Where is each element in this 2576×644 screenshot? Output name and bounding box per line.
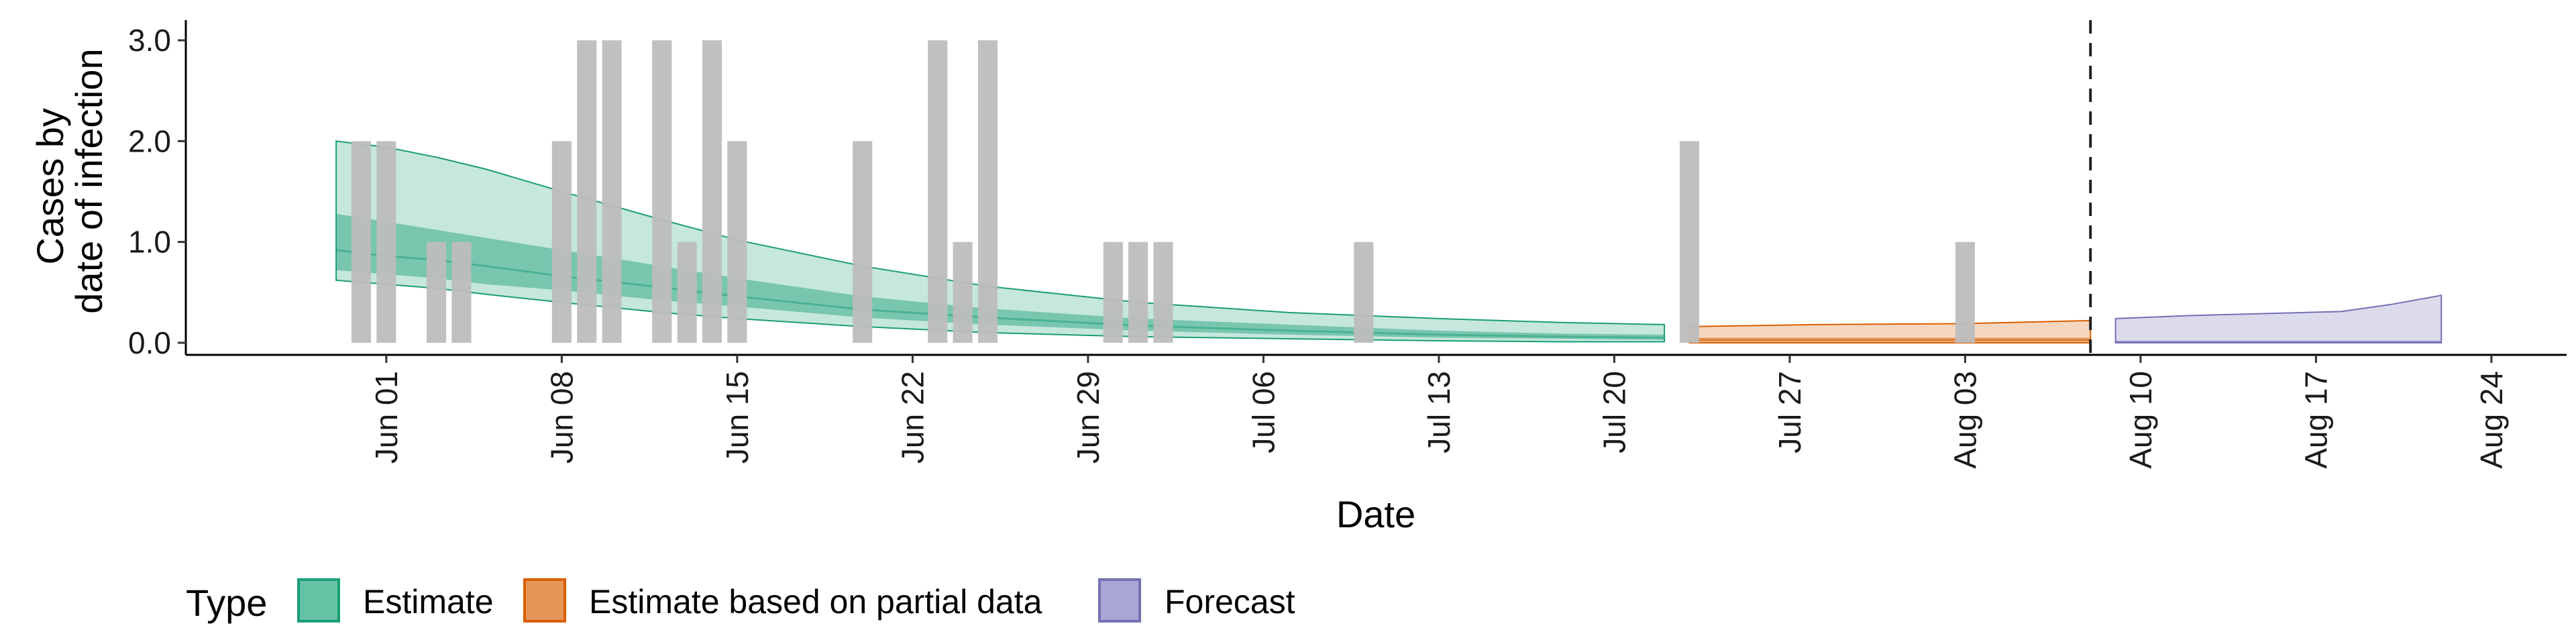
- reported-cases-bar: [853, 141, 873, 343]
- reported-cases-bar: [1128, 241, 1148, 343]
- x-ticks: Jun 01 Jun 08 Jun 15 Jun 22 Jun 29 Jul 06 Jul …: [369, 355, 2509, 469]
- reported-cases-bar: [427, 241, 447, 343]
- legend-key-partial: [523, 578, 566, 623]
- x-tick-label: Jul 20: [1597, 371, 1631, 453]
- x-tick-label: Jun 08: [544, 371, 579, 464]
- reported-cases-bar: [551, 141, 572, 343]
- y-axis-title: Cases by date of infection: [29, 48, 110, 313]
- legend-label-forecast: Forecast: [1165, 583, 1295, 621]
- x-tick-label: Jul 06: [1246, 371, 1281, 453]
- y-tick-label: 0.0: [128, 325, 171, 360]
- reported-cases-bar: [928, 40, 948, 343]
- reported-cases-bar: [376, 141, 396, 343]
- reported-cases-bar: [577, 40, 597, 343]
- reported-cases-bar: [1354, 241, 1374, 343]
- x-tick-label: Jul 13: [1421, 371, 1456, 453]
- reported-cases-bar: [602, 40, 622, 343]
- reported-cases-bar: [727, 141, 747, 343]
- y-tick-label: 2.0: [128, 123, 171, 158]
- reported-cases-bar: [1955, 241, 1975, 343]
- series-forecast-90-interval: [2114, 294, 2443, 343]
- y-tick-label: 1.0: [128, 225, 171, 260]
- x-axis-title: Date: [1336, 493, 1415, 535]
- x-tick-label: Jun 01: [369, 371, 404, 464]
- x-tick-label: Aug 17: [2298, 371, 2333, 469]
- reported-cases-bar: [451, 241, 472, 343]
- legend-key-estimate: [297, 578, 340, 623]
- x-tick-label: Jul 27: [1772, 371, 1807, 453]
- reported-cases-bar: [1153, 241, 1173, 343]
- reported-cases-bar: [1679, 141, 1699, 343]
- series-estimate: [335, 140, 1666, 343]
- legend-label-estimate: Estimate: [363, 583, 494, 621]
- reported-cases-bar: [677, 241, 697, 343]
- y-axis-title-line-2: date of infection: [68, 48, 110, 313]
- legend-label-partial: Estimate based on partial data: [589, 583, 1042, 621]
- reported-cases-layer: [351, 40, 1975, 343]
- reported-cases-bar: [977, 40, 998, 343]
- series-estimate-50-interval: [336, 213, 1665, 340]
- series-estimate-based-on-partial-data: [1688, 319, 2092, 343]
- x-tick-label: Aug 10: [2123, 371, 2158, 469]
- legend-title: Type: [186, 582, 267, 624]
- y-ticks: 0.0 1.0 2.0 3.0: [128, 23, 186, 360]
- y-axis-title-line-1: Cases by: [29, 108, 71, 264]
- x-tick-label: Jun 29: [1071, 371, 1106, 464]
- axes-layer: [184, 20, 2567, 356]
- reported-cases-bar: [1103, 241, 1123, 343]
- reported-cases-bar: [953, 241, 973, 343]
- series-forecast: [2114, 294, 2443, 343]
- x-tick-label: Aug 03: [1947, 371, 1982, 469]
- x-tick-label: Jun 22: [895, 371, 930, 464]
- y-tick-label: 3.0: [128, 23, 171, 58]
- x-tick-label: Jun 15: [720, 371, 755, 464]
- x-tick-label: Aug 24: [2474, 371, 2509, 469]
- legend-key-forecast: [1098, 578, 1141, 623]
- reported-cases-bar: [351, 141, 371, 343]
- legend: Type Estimate Estimate based on partial …: [186, 578, 1295, 624]
- reported-cases-bar: [652, 40, 672, 343]
- estimate-bands-layer: [335, 140, 2443, 343]
- reported-cases-bar: [702, 40, 722, 343]
